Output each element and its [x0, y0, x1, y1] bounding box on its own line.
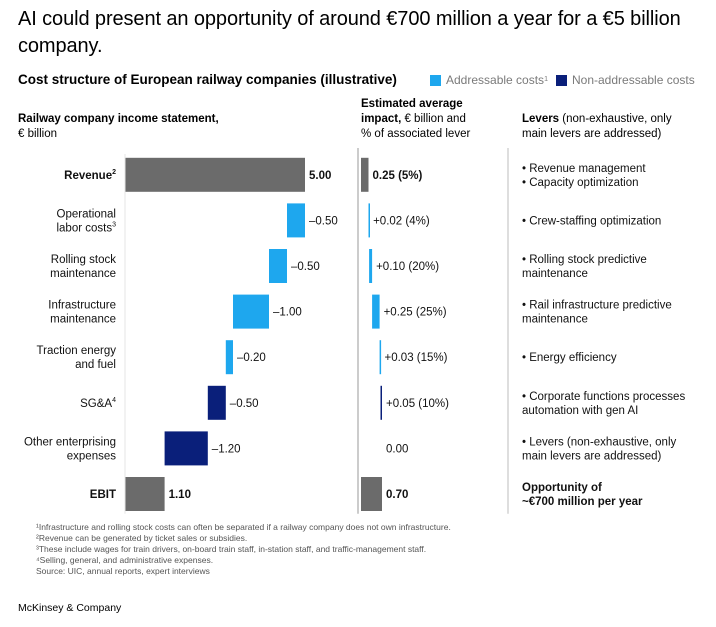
value-label-5: –0.50	[230, 398, 259, 410]
lever-text-5-0: • Corporate functions processes	[522, 391, 685, 403]
value-label-6: –1.20	[212, 443, 241, 455]
impact-header: Estimated average impact, € billion and …	[361, 97, 470, 142]
category-label-0-0: Revenue2	[64, 169, 116, 182]
category-label-6-1: expenses	[67, 450, 116, 462]
levers-header-rest-1: (non-exhaustive, only	[562, 113, 672, 125]
impact-bar-2	[369, 249, 373, 283]
levers-header-rest-2: main levers are addressed)	[522, 128, 662, 140]
category-label-1-0: Operational	[57, 208, 116, 220]
lever-text-6-1: main levers are addressed)	[522, 450, 662, 462]
value-label-2: –0.50	[291, 261, 320, 273]
footnote-3: ³These include wages for train drivers, …	[36, 544, 427, 554]
lever-text-4-0: • Energy efficiency	[522, 352, 617, 364]
footnote-4: ⁴Selling, general, and administrative ex…	[36, 555, 214, 565]
impact-label-5: +0.05 (10%)	[386, 398, 449, 410]
value-label-4: –0.20	[237, 352, 266, 364]
impact-label-0: 0.25 (5%)	[373, 170, 423, 182]
legend-addressable: Addressable costs 1	[430, 73, 548, 87]
impact-header-rest-2: % of associated lever	[361, 128, 471, 140]
levers-header: Levers (non-exhaustive, only main levers…	[522, 112, 672, 142]
impact-label-3: +0.25 (25%)	[384, 307, 447, 319]
category-label-2-1: maintenance	[50, 268, 116, 280]
impact-label-6: 0.00	[386, 443, 408, 455]
legend-label-addressable: Addressable costs	[446, 73, 545, 87]
income-header: Railway company income statement, € bill…	[18, 112, 219, 142]
waterfall-bar-0	[125, 157, 305, 192]
impact-bar-3	[372, 294, 380, 329]
impact-bar-4	[379, 340, 382, 375]
impact-header-bold-1: Estimated average	[361, 98, 463, 110]
impact-label-7: 0.70	[386, 489, 408, 501]
impact-header-rest-1: € billion and	[404, 113, 466, 125]
category-label-4-0: Traction energy	[37, 345, 117, 357]
value-label-3: –1.00	[273, 307, 302, 319]
legend-swatch-addressable	[430, 74, 441, 86]
lever-text-2-0: • Rolling stock predictive	[522, 254, 647, 266]
lever-text-7-1: ~€700 million per year	[522, 496, 643, 508]
legend-swatch-non-addressable	[556, 74, 567, 86]
impact-bar-0	[361, 157, 369, 192]
waterfall-bar-2	[269, 249, 287, 283]
levers-header-bold: Levers	[522, 113, 560, 125]
footnote-1: ¹Infrastructure and rolling stock costs …	[36, 522, 451, 532]
legend-non-addressable: Non-addressable costs	[556, 73, 695, 87]
category-label-2-0: Rolling stock	[51, 254, 116, 266]
waterfall-bar-5	[207, 385, 226, 420]
chart-title: AI could present an opportunity of aroun…	[18, 8, 681, 57]
value-label-0: 5.00	[309, 170, 331, 182]
footnotes: ¹Infrastructure and rolling stock costs …	[18, 522, 451, 577]
lever-text-0-0: • Revenue management	[522, 163, 646, 175]
legend-label-non-addressable: Non-addressable costs	[572, 73, 695, 87]
lever-text-6-0: • Levers (non-exhaustive, only	[522, 436, 676, 448]
impact-label-1: +0.02 (4%)	[373, 215, 430, 227]
category-label-6-0: Other enterprising	[24, 436, 116, 448]
lever-text-3-1: maintenance	[522, 314, 588, 326]
category-label-3-1: maintenance	[50, 314, 116, 326]
footnote-5: Source: UIC, annual reports, expert inte…	[36, 566, 210, 576]
income-header-bold: Railway company income statement,	[18, 113, 219, 125]
lever-text-3-0: • Rail infrastructure predictive	[522, 300, 672, 312]
value-label-7: 1.10	[169, 489, 191, 501]
category-label-5-0: SG&A4	[80, 397, 116, 410]
chart-subtitle: Cost structure of European railway compa…	[18, 72, 397, 87]
waterfall-bar-7	[125, 477, 165, 511]
category-label-4-1: and fuel	[75, 359, 116, 371]
lever-text-5-1: automation with gen AI	[522, 405, 638, 417]
impact-header-bold-2: impact,	[361, 113, 402, 125]
lever-text-1-0: • Crew-staffing optimization	[522, 215, 661, 227]
footnote-2: ²Revenue can be generated by ticket sale…	[36, 533, 248, 543]
impact-bar-1	[368, 203, 370, 238]
waterfall-bar-1	[287, 203, 305, 238]
waterfall-bar-4	[225, 340, 233, 375]
lever-text-0-1: • Capacity optimization	[522, 177, 639, 189]
lever-text-7-0: Opportunity of	[522, 482, 602, 494]
category-label-7-0: EBIT	[90, 489, 116, 501]
impact-label-2: +0.10 (20%)	[376, 261, 439, 273]
lever-text-2-1: maintenance	[522, 268, 588, 280]
waterfall-bar-6	[164, 431, 208, 466]
category-label-3-0: Infrastructure	[48, 300, 116, 312]
income-header-unit: € billion	[18, 128, 57, 140]
impact-bar-7	[361, 477, 382, 511]
impact-label-4: +0.03 (15%)	[385, 352, 448, 364]
impact-bar-5	[380, 385, 382, 420]
category-label-1-1: labor costs3	[56, 221, 116, 234]
waterfall-bar-3	[233, 294, 269, 329]
brand-logo-text: McKinsey & Company	[18, 602, 122, 614]
value-label-1: –0.50	[309, 215, 338, 227]
